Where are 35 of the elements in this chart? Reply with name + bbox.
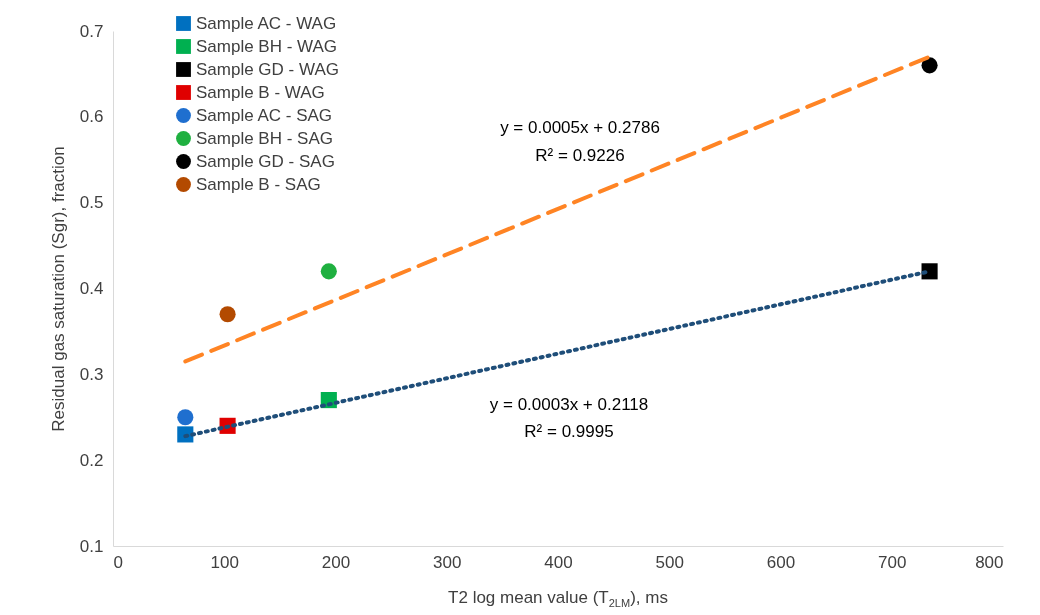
annotation: R² = 0.9226 (535, 146, 625, 165)
annotation: R² = 0.9995 (524, 422, 614, 441)
legend-label: Sample AC - SAG (196, 105, 333, 125)
x-tick-label: 0 (113, 552, 123, 572)
x-tick-label: 100 (210, 552, 239, 572)
point (320, 263, 337, 280)
x-tick-label: 300 (433, 552, 462, 572)
y-tick-label: 0.3 (79, 364, 104, 384)
legend-label: Sample BH - SAG (196, 128, 333, 148)
annotation: y = 0.0005x + 0.2786 (500, 118, 660, 137)
legend-label: Sample B - SAG (196, 174, 321, 194)
x-tick-label: 800 (975, 552, 1004, 572)
x-tick-label: 500 (655, 552, 684, 572)
y-tick-label: 0.5 (79, 193, 104, 213)
legend-label: Sample GD - WAG (196, 59, 339, 79)
y-tick-label: 0.7 (79, 21, 104, 41)
legend-label: Sample B - WAG (196, 82, 325, 102)
y-tick-label: 0.1 (79, 536, 104, 556)
legend-label: Sample GD - SAG (196, 151, 335, 171)
x-tick-label: 200 (321, 552, 351, 572)
point (177, 409, 194, 426)
x-tick-label: 700 (878, 552, 907, 572)
y-axis-title: Residual gas saturation (Sgr), fraction (48, 146, 68, 432)
legend-label: Sample AC - WAG (196, 13, 337, 33)
annotation: y = 0.0003x + 0.2118 (489, 395, 649, 414)
y-tick-label: 0.6 (79, 107, 104, 127)
point (921, 57, 938, 74)
point (219, 306, 236, 323)
point (921, 263, 938, 280)
y-tick-label: 0.4 (79, 279, 104, 298)
x-tick-label: 600 (766, 552, 796, 572)
y-tick-label: 0.2 (79, 450, 104, 470)
x-tick-label: 400 (544, 552, 573, 572)
legend-label: Sample BH - WAG (196, 36, 338, 56)
x-axis-title: T2 log mean value (T$_{2LM}$), ms (447, 588, 669, 610)
